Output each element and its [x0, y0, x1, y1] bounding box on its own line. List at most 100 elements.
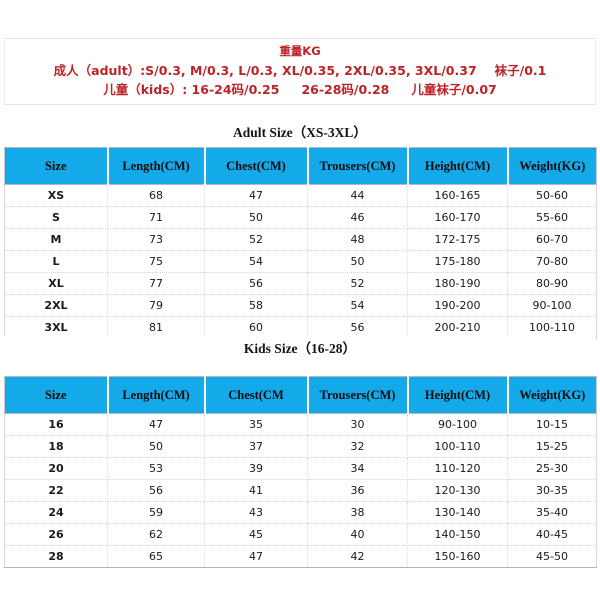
adult-col-weight: Weight(KG) — [506, 147, 597, 185]
table-row: 20 53 39 34 110-120 25-30 — [4, 457, 597, 480]
cell-length: 47 — [107, 413, 205, 436]
weight-notice-adult-socks: 袜子/0.1 — [494, 63, 547, 78]
adult-table-body: XS 68 47 44 160-165 50-60 S 71 50 46 160… — [4, 184, 597, 339]
cell-size: 24 — [4, 501, 108, 524]
cell-height: 140-150 — [407, 523, 508, 546]
adult-size-table: Size Length(CM) Chest(CM) Trousers(CM) H… — [4, 147, 597, 339]
kids-col-trousers: Trousers(CM) — [306, 376, 409, 414]
kids-col-length: Length(CM) — [106, 376, 206, 414]
cell-chest: 52 — [204, 228, 308, 251]
adult-col-length: Length(CM) — [106, 147, 206, 185]
kids-col-height: Height(CM) — [406, 376, 509, 414]
cell-length: 62 — [107, 523, 205, 546]
kids-header-row: Size Length(CM) Chest(CM Trousers(CM) He… — [4, 376, 597, 414]
cell-chest: 43 — [204, 501, 308, 524]
cell-weight: 45-50 — [507, 545, 597, 568]
cell-trousers: 36 — [307, 479, 408, 502]
cell-weight: 90-100 — [507, 294, 597, 317]
cell-weight: 80-90 — [507, 272, 597, 295]
cell-size: 20 — [4, 457, 108, 480]
table-row: 3XL 81 60 56 200-210 100-110 — [4, 316, 597, 339]
table-row: 16 47 35 30 90-100 10-15 — [4, 413, 597, 436]
kids-size-table: Size Length(CM) Chest(CM Trousers(CM) He… — [4, 376, 597, 568]
cell-length: 71 — [107, 206, 205, 229]
table-row: 22 56 41 36 120-130 30-35 — [4, 479, 597, 502]
cell-size: 2XL — [4, 294, 108, 317]
cell-trousers: 50 — [307, 250, 408, 273]
cell-chest: 45 — [204, 523, 308, 546]
weight-notice-kids-text2: 26-28码/0.28 — [301, 82, 390, 97]
cell-height: 200-210 — [407, 316, 508, 339]
cell-size: 22 — [4, 479, 108, 502]
cell-trousers: 48 — [307, 228, 408, 251]
cell-trousers: 56 — [307, 316, 408, 339]
table-row: XS 68 47 44 160-165 50-60 — [4, 184, 597, 207]
cell-trousers: 38 — [307, 501, 408, 524]
cell-length: 65 — [107, 545, 205, 568]
kids-col-size: Size — [4, 376, 109, 414]
weight-notice-kids-row: 儿童（kids）: 16-24码/0.25 26-28码/0.28 儿童袜子/0.0… — [5, 80, 595, 99]
kids-table-head: Size Length(CM) Chest(CM Trousers(CM) He… — [4, 376, 597, 414]
cell-chest: 41 — [204, 479, 308, 502]
cell-height: 90-100 — [407, 413, 508, 436]
cell-trousers: 34 — [307, 457, 408, 480]
table-row: M 73 52 48 172-175 60-70 — [4, 228, 597, 251]
cell-size: M — [4, 228, 108, 251]
cell-length: 77 — [107, 272, 205, 295]
cell-height: 190-200 — [407, 294, 508, 317]
cell-weight: 35-40 — [507, 501, 597, 524]
cell-size: 16 — [4, 413, 108, 436]
kids-col-weight: Weight(KG) — [506, 376, 597, 414]
cell-weight: 40-45 — [507, 523, 597, 546]
table-row: S 71 50 46 160-170 55-60 — [4, 206, 597, 229]
cell-length: 53 — [107, 457, 205, 480]
adult-col-trousers: Trousers(CM) — [306, 147, 409, 185]
cell-trousers: 46 — [307, 206, 408, 229]
cell-weight: 15-25 — [507, 435, 597, 458]
adult-table-head: Size Length(CM) Chest(CM) Trousers(CM) H… — [4, 147, 597, 185]
kids-table-body: 16 47 35 30 90-100 10-15 18 50 37 32 100… — [4, 413, 597, 568]
cell-length: 59 — [107, 501, 205, 524]
adult-header-row: Size Length(CM) Chest(CM) Trousers(CM) H… — [4, 147, 597, 185]
table-row: 18 50 37 32 100-110 15-25 — [4, 435, 597, 458]
cell-trousers: 54 — [307, 294, 408, 317]
cell-length: 73 — [107, 228, 205, 251]
cell-height: 172-175 — [407, 228, 508, 251]
table-row: XL 77 56 52 180-190 80-90 — [4, 272, 597, 295]
table-row: 26 62 45 40 140-150 40-45 — [4, 523, 597, 546]
cell-chest: 35 — [204, 413, 308, 436]
cell-weight: 70-80 — [507, 250, 597, 273]
cell-size: 26 — [4, 523, 108, 546]
cell-weight: 50-60 — [507, 184, 597, 207]
cell-size: 18 — [4, 435, 108, 458]
cell-chest: 37 — [204, 435, 308, 458]
cell-length: 79 — [107, 294, 205, 317]
cell-chest: 50 — [204, 206, 308, 229]
kids-section-title: Kids Size（16-28） — [4, 336, 596, 362]
cell-height: 180-190 — [407, 272, 508, 295]
cell-chest: 47 — [204, 184, 308, 207]
cell-length: 75 — [107, 250, 205, 273]
cell-size: L — [4, 250, 108, 273]
adult-col-height: Height(CM) — [406, 147, 509, 185]
cell-size: 28 — [4, 545, 108, 568]
adult-col-chest: Chest(CM) — [203, 147, 309, 185]
cell-trousers: 42 — [307, 545, 408, 568]
cell-trousers: 30 — [307, 413, 408, 436]
adult-section-title: Adult Size（XS-3XL） — [4, 120, 596, 146]
table-row: 2XL 79 58 54 190-200 90-100 — [4, 294, 597, 317]
adult-col-size: Size — [4, 147, 109, 185]
weight-notice: 重量KG 成人（adult）:S/0.3, M/0.3, L/0.3, XL/0… — [4, 38, 596, 105]
cell-chest: 58 — [204, 294, 308, 317]
cell-height: 160-170 — [407, 206, 508, 229]
cell-height: 175-180 — [407, 250, 508, 273]
cell-length: 81 — [107, 316, 205, 339]
cell-length: 50 — [107, 435, 205, 458]
table-row: 28 65 47 42 150-160 45-50 — [4, 545, 597, 568]
cell-size: XL — [4, 272, 108, 295]
cell-weight: 10-15 — [507, 413, 597, 436]
cell-chest: 47 — [204, 545, 308, 568]
cell-weight: 30-35 — [507, 479, 597, 502]
table-row: 24 59 43 38 130-140 35-40 — [4, 501, 597, 524]
